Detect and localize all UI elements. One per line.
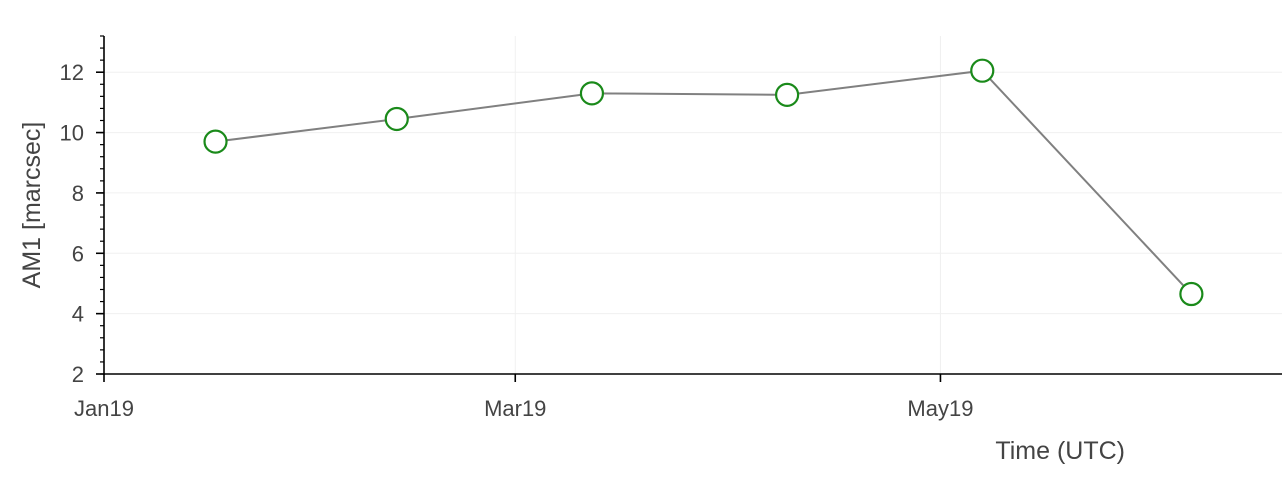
x-tick-label: May19 [907, 396, 973, 421]
x-axis-title: Time (UTC) [995, 437, 1125, 465]
data-point[interactable] [1179, 281, 1204, 307]
series-layer [203, 58, 1204, 307]
data-point[interactable] [775, 82, 800, 107]
data-point[interactable] [203, 129, 228, 154]
grid [103, 36, 1282, 375]
data-point[interactable] [579, 81, 605, 106]
y-tick-label: 6 [72, 241, 84, 266]
y-tick-label: 8 [72, 181, 84, 206]
y-tick-label: 4 [72, 302, 84, 327]
y-tick-label: 12 [60, 60, 84, 85]
y-tick-label: 2 [72, 362, 84, 387]
x-tick-label: Mar19 [484, 396, 546, 421]
series-line [215, 69, 1193, 295]
y-axis-title: AM1 [marcsec] [18, 122, 46, 289]
data-point[interactable] [384, 106, 409, 132]
axes: 2 4 6 8 10 12 Jan19 Mar19 May19 [60, 35, 1282, 421]
x-tick-label: Jan19 [74, 396, 134, 421]
y-tick-label: 10 [60, 121, 84, 146]
data-point[interactable] [970, 58, 995, 83]
